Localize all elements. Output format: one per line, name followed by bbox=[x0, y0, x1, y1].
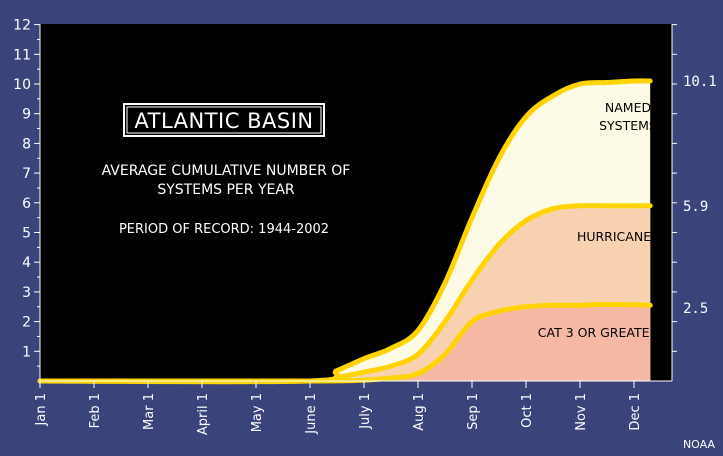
title-box bbox=[123, 103, 325, 137]
series-areas bbox=[37, 78, 653, 385]
credit-noaa: NOAA bbox=[683, 438, 716, 451]
x-tick-label: Dec 1 bbox=[628, 393, 643, 431]
y-tick-label: 10 bbox=[13, 77, 31, 93]
chart-subtitle-line-1: AVERAGE CUMULATIVE NUMBER OF bbox=[102, 163, 351, 179]
y-tick-label: 2 bbox=[22, 315, 31, 331]
y-tick-label: 9 bbox=[22, 107, 31, 123]
y-tick-label: 7 bbox=[22, 166, 31, 182]
x-tick-label: Nov 1 bbox=[574, 393, 589, 431]
x-tick-label: Feb 1 bbox=[88, 393, 103, 428]
y-tick-label: 1 bbox=[22, 344, 31, 360]
title-box-inner bbox=[126, 106, 322, 134]
x-tick-label: July 1 bbox=[358, 393, 373, 430]
label-named-systems-line-1: NAMED bbox=[605, 100, 651, 115]
end-value-hurricanes: 5.9 bbox=[683, 199, 708, 215]
x-tick-label: Oct 1 bbox=[520, 393, 535, 428]
area-cat-3-or-greater bbox=[40, 304, 651, 382]
x-tick-label: Jan 1 bbox=[34, 393, 49, 426]
label-hurricanes: HURRICANES bbox=[577, 229, 659, 244]
x-tick-label: April 1 bbox=[196, 393, 211, 435]
x-tick-label: Aug 1 bbox=[412, 393, 427, 431]
x-tick-label: May 1 bbox=[250, 393, 265, 432]
chart-title: ATLANTIC BASIN bbox=[134, 109, 313, 133]
y-tick-label: 4 bbox=[22, 255, 31, 271]
y-ticks-right bbox=[671, 24, 677, 381]
y-tick-label: 3 bbox=[22, 285, 31, 301]
x-tick-label: June 1 bbox=[304, 393, 319, 435]
y-tick-label: 11 bbox=[13, 47, 31, 63]
x-tick-label: Mar 1 bbox=[142, 393, 157, 430]
chart-subtitle-line-2: SYSTEMS PER YEAR bbox=[157, 182, 295, 198]
y-tick-label: 12 bbox=[13, 18, 31, 34]
label-named-systems-line-2: SYSTEMS bbox=[599, 118, 657, 133]
x-tick-label: Sep 1 bbox=[466, 393, 481, 430]
y-tick-label: 8 bbox=[22, 136, 31, 152]
end-value-cat3: 2.5 bbox=[683, 301, 708, 317]
period-of-record: PERIOD OF RECORD: 1944-2002 bbox=[119, 222, 329, 237]
x-ticks: Jan 1 Feb 1 Mar 1 April 1 May 1 June 1 July 1 A… bbox=[34, 380, 672, 435]
y-tick-label: 5 bbox=[22, 226, 31, 242]
end-value-named-systems: 10.1 bbox=[683, 74, 717, 90]
y-tick-label: 6 bbox=[22, 196, 31, 212]
label-cat3: CAT 3 OR GREATER bbox=[538, 325, 659, 340]
